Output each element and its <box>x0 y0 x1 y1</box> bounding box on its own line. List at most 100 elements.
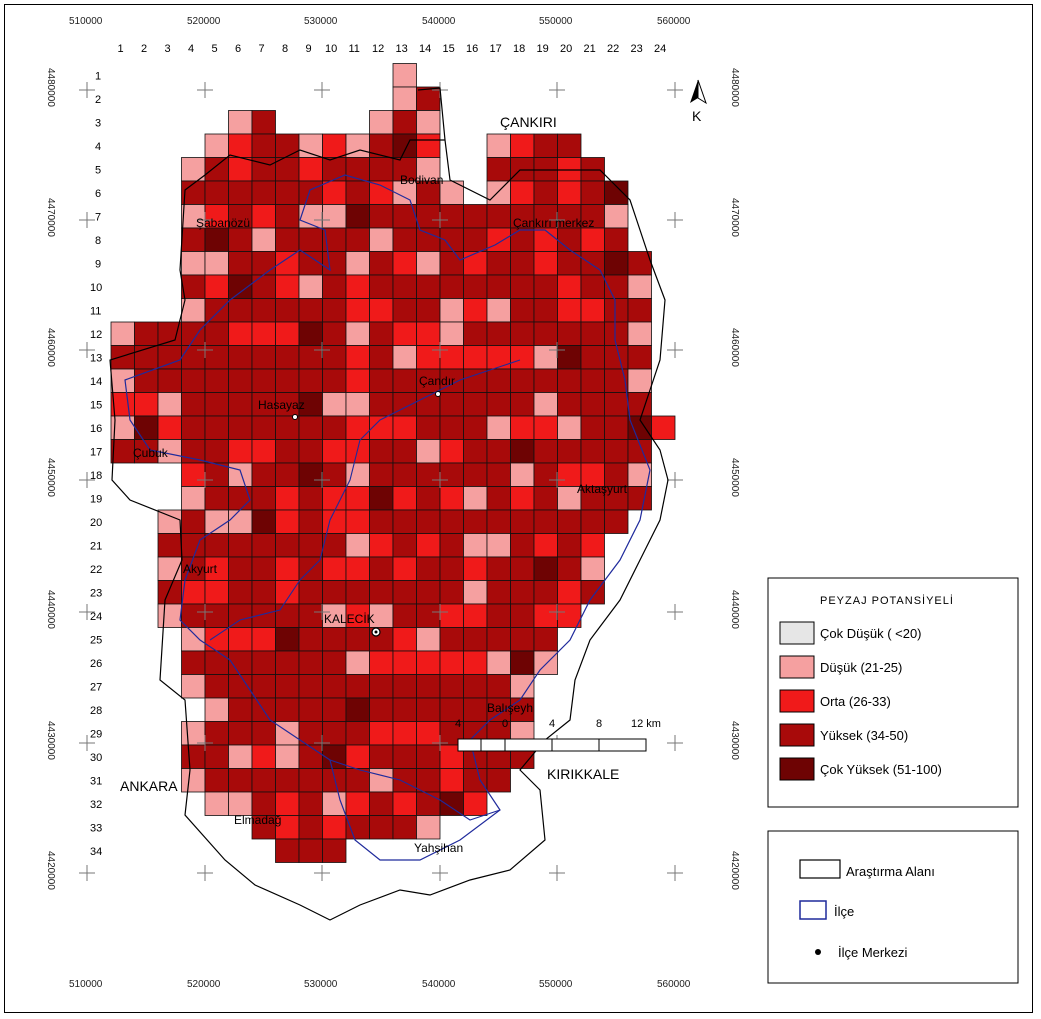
grid-cell <box>251 415 276 440</box>
grid-cell <box>181 674 206 699</box>
row-number: 24 <box>90 611 102 623</box>
grid-cell <box>580 345 605 370</box>
legend-classes: Çok Düşük ( <20) Düşük (21-25) Orta (26-33… <box>779 621 942 781</box>
scale-tick-label: 4 <box>455 718 461 730</box>
grid-cell <box>416 744 441 769</box>
grid-cell <box>533 368 558 393</box>
grid-cell <box>228 627 253 652</box>
grid-cell <box>439 345 464 370</box>
grid-cell <box>392 321 417 346</box>
grid-cell <box>463 227 488 252</box>
place-label: Hasayaz <box>258 398 305 412</box>
grid-cell <box>627 321 652 346</box>
grid-cell <box>345 345 370 370</box>
grid-cell <box>298 180 323 205</box>
grid-cell <box>463 697 488 722</box>
grid-cell <box>416 791 441 816</box>
grid-cell <box>157 368 182 393</box>
column-number: 8 <box>282 43 288 55</box>
column-number: 11 <box>349 43 360 55</box>
arastirma-alani-swatch <box>799 859 841 879</box>
grid-cell <box>298 627 323 652</box>
grid-cell <box>369 486 394 511</box>
grid-cell <box>369 157 394 182</box>
grid-cell <box>322 462 347 487</box>
grid-cell <box>322 157 347 182</box>
row-number: 30 <box>90 752 102 764</box>
grid-cell <box>533 462 558 487</box>
grid-cell <box>416 815 441 840</box>
grid-cell <box>486 180 511 205</box>
grid-cell <box>228 580 253 605</box>
grid-cell <box>533 157 558 182</box>
grid-cell <box>157 345 182 370</box>
district-boundary <box>329 759 501 821</box>
grid-cell <box>275 627 300 652</box>
grid-cell <box>486 157 511 182</box>
grid-cell <box>110 368 135 393</box>
grid-cell <box>369 674 394 699</box>
grid-cell <box>604 180 629 205</box>
grid-cell <box>439 650 464 675</box>
x-coord-label-top: 540000 <box>422 16 456 27</box>
region-label-east: KIRIKKALE <box>547 766 619 782</box>
grid-cell <box>345 415 370 440</box>
grid-cell <box>275 180 300 205</box>
grid-cell <box>486 556 511 581</box>
grid-cell <box>322 838 347 863</box>
grid-cell <box>204 321 229 346</box>
y-coord-labels-left: 4480000 4470000 4460000 4450000 4440000 44300… <box>45 68 56 890</box>
row-number: 29 <box>90 729 102 741</box>
grid-cell <box>486 251 511 276</box>
grid-cell <box>439 321 464 346</box>
grid-cell <box>486 627 511 652</box>
legend-swatch <box>779 655 815 679</box>
row-number: 11 <box>90 306 101 318</box>
x-coord-labels-bottom: 510000 520000 530000 540000 550000 560000 <box>69 979 691 990</box>
grid-cell <box>369 556 394 581</box>
grid-cell <box>345 392 370 417</box>
grid-cell <box>369 345 394 370</box>
row-number: 28 <box>90 705 102 717</box>
grid-cell <box>439 251 464 276</box>
grid-cell <box>439 486 464 511</box>
grid-cell <box>580 392 605 417</box>
grid-cell <box>298 838 323 863</box>
grid-cell <box>251 744 276 769</box>
grid-cell <box>275 368 300 393</box>
grid-cell <box>369 227 394 252</box>
column-number: 4 <box>188 43 194 55</box>
column-number: 5 <box>212 43 218 55</box>
grid-cell <box>463 603 488 628</box>
grid-cell <box>369 439 394 464</box>
grid-cell <box>251 368 276 393</box>
grid-cell <box>369 368 394 393</box>
grid-cell <box>439 439 464 464</box>
x-coord-label-top: 510000 <box>69 16 103 27</box>
grid-cell <box>322 721 347 746</box>
grid-cell <box>275 697 300 722</box>
x-coord-label-top: 530000 <box>304 16 338 27</box>
row-number: 32 <box>90 799 102 811</box>
grid-cell <box>510 415 535 440</box>
grid-cell <box>369 274 394 299</box>
grid-cell <box>392 368 417 393</box>
column-number: 24 <box>654 43 666 55</box>
grid-cell <box>204 345 229 370</box>
grid-cell <box>345 509 370 534</box>
grid-cell <box>275 674 300 699</box>
grid-cell <box>181 321 206 346</box>
grid-cell <box>345 251 370 276</box>
grid-cell <box>486 768 511 793</box>
grid-cell <box>604 321 629 346</box>
grid-cell <box>510 462 535 487</box>
grid-cell <box>181 227 206 252</box>
grid-cell <box>181 509 206 534</box>
grid-cell <box>251 627 276 652</box>
grid-cell <box>228 744 253 769</box>
grid-cell <box>322 251 347 276</box>
column-numbers: 1 2 3 4 5 6 7 8 9 10 11 12 13 14 15 16 17 18 19 20 21 22 23 24 <box>118 43 667 55</box>
grid-cell <box>557 580 582 605</box>
y-coord-label-right: 4450000 <box>729 458 740 497</box>
grid-cell <box>228 439 253 464</box>
